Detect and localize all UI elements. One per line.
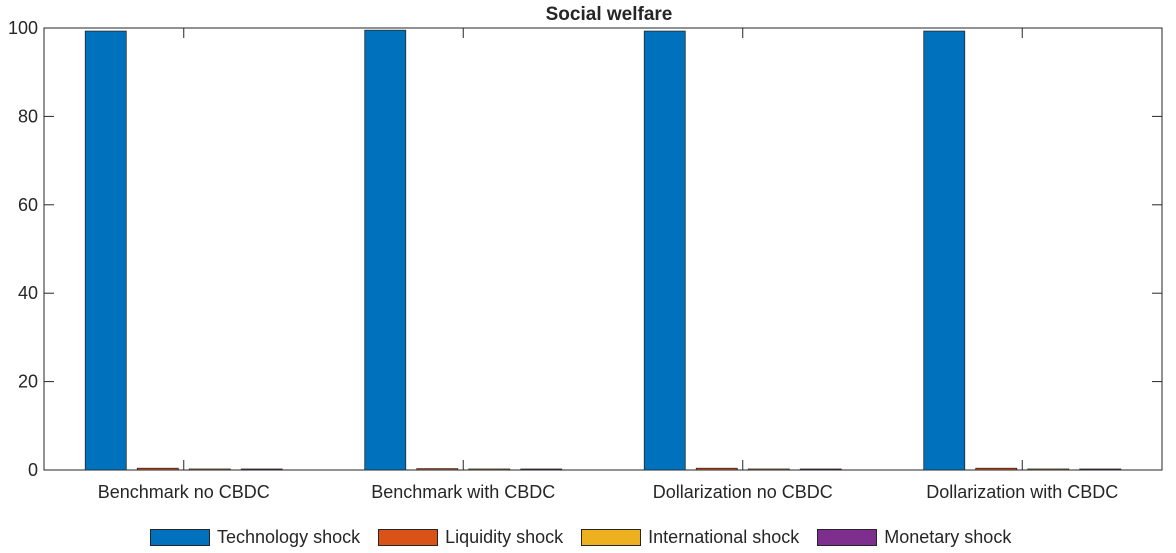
x-tick-label: Dollarization with CBDC (926, 482, 1118, 502)
bar-liquidity-shock (696, 468, 737, 470)
x-tick-label: Dollarization no CBDC (653, 482, 833, 502)
bar-liquidity-shock (137, 468, 178, 470)
legend-swatch (817, 529, 877, 546)
legend-swatch (378, 529, 438, 546)
bar-technology-shock (365, 30, 406, 470)
bar-liquidity-shock (976, 468, 1017, 470)
bar-liquidity-shock (417, 469, 458, 470)
bar-international-shock (748, 469, 789, 470)
bar-technology-shock (644, 31, 685, 470)
plot-frame (44, 28, 1162, 470)
bar-technology-shock (85, 31, 126, 470)
legend-label: Liquidity shock (445, 527, 563, 548)
bar-international-shock (189, 469, 230, 470)
bar-technology-shock (924, 31, 965, 470)
bar-monetary-shock (521, 469, 562, 470)
bar-international-shock (1028, 469, 1069, 470)
chart-svg: Social welfare 0 20 40 60 80 100 Benchmark no … (0, 0, 1176, 520)
y-tick-label: 100 (8, 18, 38, 38)
y-tick-label: 80 (18, 106, 38, 126)
bar-monetary-shock (800, 469, 841, 470)
y-tick-label: 20 (18, 372, 38, 392)
bar-international-shock (469, 469, 510, 470)
x-tick-label: Benchmark no CBDC (98, 482, 270, 502)
x-tick-label: Benchmark with CBDC (371, 482, 555, 502)
y-tick-label: 40 (18, 283, 38, 303)
bar-monetary-shock (241, 469, 282, 470)
plot-area: 0 20 40 60 80 100 Benchmark no CBDC Benchmark w… (8, 18, 1162, 502)
legend-item: Monetary shock (817, 527, 1011, 548)
bar-monetary-shock (1080, 469, 1121, 470)
legend: Technology shock Liquidity shock Internati… (150, 521, 1029, 553)
y-tick-label: 0 (28, 460, 38, 480)
legend-swatch (581, 529, 641, 546)
legend-item: Technology shock (150, 527, 360, 548)
legend-label: Technology shock (217, 527, 360, 548)
y-tick-label: 60 (18, 195, 38, 215)
legend-item: International shock (581, 527, 799, 548)
legend-label: International shock (648, 527, 799, 548)
legend-label: Monetary shock (884, 527, 1011, 548)
chart-title: Social welfare (546, 4, 673, 25)
legend-item: Liquidity shock (378, 527, 563, 548)
legend-swatch (150, 529, 210, 546)
